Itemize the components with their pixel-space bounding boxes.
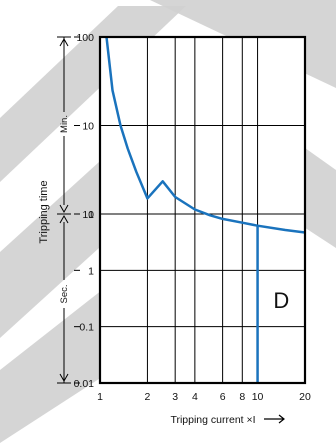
x-tick-label-7: 20 <box>299 391 311 403</box>
grid <box>100 37 305 383</box>
y-tick-label-4: 1 <box>88 265 94 277</box>
y-tick-label-2: 1 <box>88 209 94 221</box>
region-d: D <box>256 225 289 383</box>
region-d-label: D <box>273 288 289 313</box>
axis-labels: Tripping time Tripping current ×I <box>38 180 285 426</box>
plot-border <box>98 35 307 385</box>
y-ruler-arrow-2 <box>59 214 69 224</box>
y-ruler-arrow-0 <box>59 37 69 47</box>
y-tick-label-5: 0.1 <box>79 322 94 334</box>
series-curve-line <box>105 36 306 234</box>
x-tick-label-3: 4 <box>192 391 198 403</box>
y-ruler-arrow-1 <box>59 204 69 214</box>
y-tick-label-6: 0.01 <box>74 378 95 390</box>
x-tick-labels: 1 2 3 4 6 8 10 20 <box>97 391 311 403</box>
y-axis-label: Tripping time <box>38 180 50 243</box>
x-axis-label: Tripping current ×I <box>170 414 255 426</box>
y-tick-label-3: 10 <box>82 209 94 221</box>
y-unit-sec: Sec. <box>59 284 70 303</box>
x-tick-label-5: 8 <box>239 391 245 403</box>
x-tick-label-4: 6 <box>220 391 226 403</box>
x-tick-label-6: 10 <box>252 391 264 403</box>
x-tick-label-0: 1 <box>97 391 103 403</box>
x-tick-label-1: 2 <box>145 391 151 403</box>
y-tick-label-0: 100 <box>76 32 94 44</box>
y-ruler-arrow-3 <box>59 373 69 383</box>
x-tick-label-2: 3 <box>172 391 178 403</box>
series-curve <box>105 36 306 234</box>
plot-frame <box>98 35 307 385</box>
y-tick-label-1: 10 <box>82 121 94 133</box>
y-unit-min: Min. <box>59 115 70 133</box>
x-axis-arrow-icon <box>264 414 285 424</box>
plot-background <box>100 37 305 383</box>
